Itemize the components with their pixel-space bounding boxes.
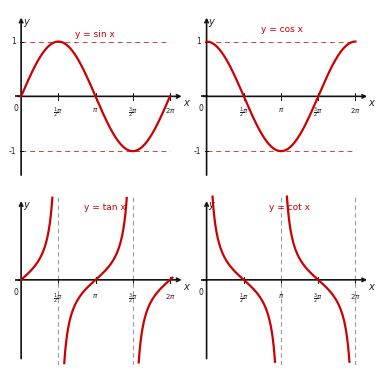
- Text: x: x: [183, 98, 188, 108]
- Text: y: y: [208, 200, 214, 210]
- Text: $\frac{3}{2}\pi$: $\frac{3}{2}\pi$: [313, 106, 323, 120]
- Text: y: y: [23, 17, 28, 27]
- Text: y = cos x: y = cos x: [261, 25, 303, 34]
- Text: 0: 0: [13, 288, 18, 297]
- Text: 0: 0: [199, 288, 204, 297]
- Text: $2\pi$: $2\pi$: [350, 106, 361, 115]
- Text: y = cot x: y = cot x: [269, 203, 310, 212]
- Text: $\frac{1}{2}\pi$: $\frac{1}{2}\pi$: [239, 291, 249, 306]
- Text: -1: -1: [194, 147, 201, 156]
- Text: y: y: [23, 200, 28, 210]
- Text: $\frac{3}{2}\pi$: $\frac{3}{2}\pi$: [128, 106, 138, 120]
- Text: 0: 0: [199, 104, 204, 113]
- Text: y = tan x: y = tan x: [84, 203, 126, 212]
- Text: $\frac{1}{2}\pi$: $\frac{1}{2}\pi$: [53, 291, 63, 306]
- Text: $\frac{1}{2}\pi$: $\frac{1}{2}\pi$: [239, 106, 249, 120]
- Text: $\pi$: $\pi$: [92, 291, 99, 299]
- Text: y: y: [208, 17, 214, 27]
- Text: 1: 1: [196, 37, 201, 46]
- Text: $\pi$: $\pi$: [278, 106, 284, 114]
- Text: y = sin x: y = sin x: [75, 30, 115, 39]
- Text: $2\pi$: $2\pi$: [165, 291, 175, 301]
- Text: $\pi$: $\pi$: [92, 106, 99, 114]
- Text: -1: -1: [8, 147, 16, 156]
- Text: 1: 1: [11, 37, 16, 46]
- Text: 0: 0: [13, 104, 18, 113]
- Text: $2\pi$: $2\pi$: [350, 291, 361, 301]
- Text: $\frac{1}{2}\pi$: $\frac{1}{2}\pi$: [53, 106, 63, 120]
- Text: $2\pi$: $2\pi$: [165, 106, 175, 115]
- Text: x: x: [368, 98, 374, 108]
- Text: x: x: [183, 282, 188, 292]
- Text: $\frac{3}{2}\pi$: $\frac{3}{2}\pi$: [128, 291, 138, 306]
- Text: $\frac{3}{2}\pi$: $\frac{3}{2}\pi$: [313, 291, 323, 306]
- Text: x: x: [368, 282, 374, 292]
- Text: $\pi$: $\pi$: [278, 291, 284, 299]
